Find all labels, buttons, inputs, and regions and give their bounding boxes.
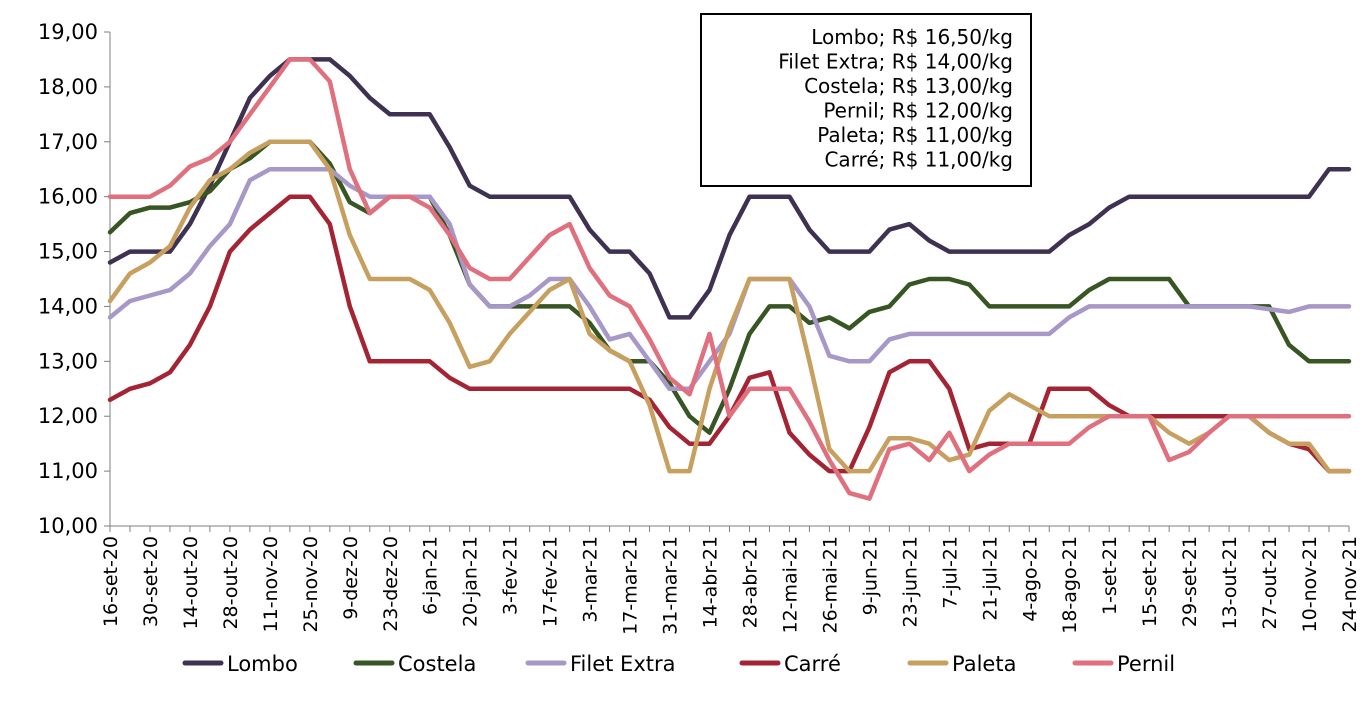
series-line-lombo xyxy=(107,57,1352,320)
x-tick-label: 3-fev-21 xyxy=(500,536,522,615)
x-tick-label: 14-abr-21 xyxy=(700,536,722,628)
x-tick-label: 27-out-21 xyxy=(1259,536,1281,630)
x-tick-label: 24-nov-21 xyxy=(1339,536,1361,632)
x-tick-label: 15-set-21 xyxy=(1139,536,1161,627)
x-tick-label: 13-out-21 xyxy=(1219,536,1241,630)
x-tick-label: 9-jun-21 xyxy=(859,536,881,615)
y-tick-label: 13,00 xyxy=(38,349,98,373)
legend-label: Lombo xyxy=(227,652,298,676)
y-tick-label: 19,00 xyxy=(38,20,98,44)
annotation-line: Carré; R$ 11,00/kg xyxy=(824,148,1013,172)
annotation-line: Filet Extra; R$ 14,00/kg xyxy=(778,50,1013,74)
legend-label: Costela xyxy=(398,652,476,676)
x-tick-label: 23-jun-21 xyxy=(899,536,921,627)
x-tick-label: 26-mai-21 xyxy=(819,536,841,634)
x-tick-label: 20-jan-21 xyxy=(460,536,482,627)
x-tick-label: 30-set-20 xyxy=(140,536,162,627)
y-tick-label: 17,00 xyxy=(38,130,98,154)
x-tick-label: 17-mar-21 xyxy=(620,536,642,635)
legend-label: Paleta xyxy=(952,652,1016,676)
x-tick-label: 4-ago-21 xyxy=(1019,536,1041,622)
y-tick-label: 18,00 xyxy=(38,75,98,99)
annotation-frame xyxy=(700,13,1032,187)
x-tick-label: 14-out-20 xyxy=(180,536,202,630)
x-tick-label: 1-set-21 xyxy=(1099,536,1121,615)
plot-lines xyxy=(107,57,1352,501)
legend-label: Carré xyxy=(784,652,841,676)
x-tick-label: 18-ago-21 xyxy=(1059,536,1081,634)
legend-label: Filet Extra xyxy=(570,652,675,676)
x-tick-label: 7-jul-21 xyxy=(939,536,961,609)
y-tick-label: 16,00 xyxy=(38,185,98,209)
annotation-line: Pernil; R$ 12,00/kg xyxy=(823,99,1013,123)
legend-label: Pernil xyxy=(1117,652,1175,676)
y-tick-label: 15,00 xyxy=(38,240,98,264)
y-tick-label: 14,00 xyxy=(38,294,98,318)
x-tick-label: 12-mai-21 xyxy=(779,536,801,634)
x-tick-label: 9-dez-20 xyxy=(340,536,362,620)
x-tick-label: 25-nov-20 xyxy=(300,536,322,632)
x-tick-label: 28-abr-21 xyxy=(739,536,761,628)
x-tick-label: 29-set-21 xyxy=(1179,536,1201,627)
y-tick-label: 12,00 xyxy=(38,404,98,428)
annotation-line: Paleta; R$ 11,00/kg xyxy=(817,123,1013,147)
x-axis: 16-set-20 30-set-20 14-out-20 28-out-20 11-n… xyxy=(100,525,1361,635)
x-tick-label: 10-nov-21 xyxy=(1299,536,1321,632)
y-axis: 10,00 11,00 12,00 13,00 14,00 15,00 16,00 17,00… xyxy=(38,20,111,538)
x-tick-label: 17-fev-21 xyxy=(540,536,562,627)
annotation-line: Lombo; R$ 16,50/kg xyxy=(811,25,1013,49)
legend: Lombo Costela Filet Extra Carré Paleta Pernil xyxy=(182,652,1175,676)
series-line-pernil xyxy=(107,57,1352,501)
annotation-line: Costela; R$ 13,00/kg xyxy=(804,74,1013,98)
x-tick-label: 16-set-20 xyxy=(100,536,122,627)
y-tick-label: 10,00 xyxy=(38,514,98,538)
x-tick-label: 21-jul-21 xyxy=(979,536,1001,621)
x-tick-label: 31-mar-21 xyxy=(660,536,682,635)
y-tick-label: 11,00 xyxy=(38,459,98,483)
x-tick-label: 6-jan-21 xyxy=(420,536,442,615)
x-tick-label: 28-out-20 xyxy=(220,536,242,630)
x-tick-label: 11-nov-20 xyxy=(260,536,282,632)
x-tick-label: 23-dez-20 xyxy=(380,536,402,632)
x-tick-label: 3-mar-21 xyxy=(580,536,602,623)
